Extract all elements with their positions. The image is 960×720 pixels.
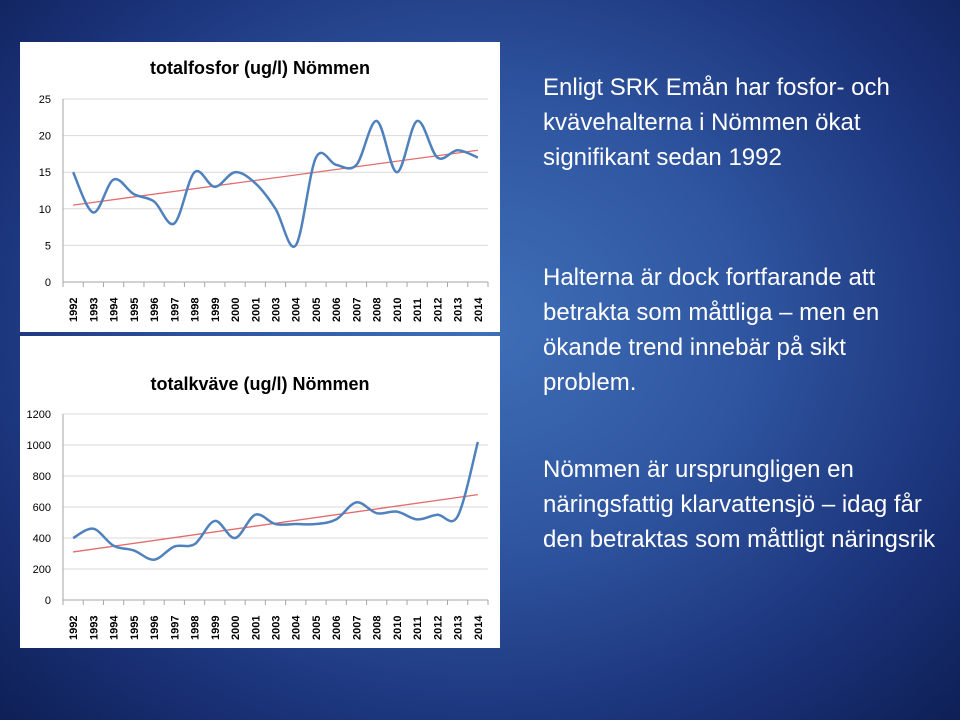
nitrogen-xtick-label: 2001 [250,616,262,640]
nitrogen-xtick-label: 1992 [68,616,80,640]
phosphorus-chart-title: totalfosfor (ug/l) Nömmen [150,58,370,78]
nitrogen-ytick-label: 400 [33,533,51,545]
nitrogen-xtick-label: 1998 [190,616,202,640]
phosphorus-xtick-label: 2011 [412,298,424,322]
phosphorus-xtick-label: 2004 [291,297,303,322]
slide-paragraph-trend: Enligt SRK Emån har fosfor- och kvävehal… [543,74,890,171]
nitrogen-ytick-label: 800 [33,471,51,483]
phosphorus-ytick-label: 15 [39,167,51,179]
phosphorus-chart-plot: 0 5 10 15 20 25 1992 1993 1994 1995 1996 1997 1998 19… [39,94,489,322]
nitrogen-xtick-label: 2008 [372,616,384,640]
nitrogen-xtick-label: 2007 [351,616,363,640]
nitrogen-chart: 0 200 400 600 800 1000 1200 1992 1993 1994 1995 199… [20,336,500,648]
phosphorus-xtick-label: 1999 [210,298,222,322]
nitrogen-chart-plot: 0 200 400 600 800 1000 1200 1992 1993 1994 1995 199… [27,409,489,640]
phosphorus-chart: 0 5 10 15 20 25 1992 1993 1994 1995 1996 1997 1998 19… [20,42,500,332]
phosphorus-xtick-label: 2000 [230,298,242,322]
nitrogen-xtick-label: 1994 [109,615,121,640]
phosphorus-xtick-label: 2001 [250,298,262,322]
nitrogen-ytick-label: 1000 [27,440,51,452]
phosphorus-ytick-label: 10 [39,204,51,216]
phosphorus-trendline [73,149,478,206]
nitrogen-xtick-label: 2000 [230,616,242,640]
nitrogen-xtick-label: 1995 [129,616,141,640]
nitrogen-xtick-label: 2012 [432,616,444,640]
phosphorus-xtick-label: 1994 [109,297,121,322]
nitrogen-xtick-label: 1997 [169,616,181,640]
nitrogen-xtick-label: 2003 [271,616,283,640]
slide-paragraph-lake-status: Nömmen är ursprungligen en näringsfattig… [543,456,936,553]
phosphorus-xtick-label: 2008 [372,298,384,322]
nitrogen-xtick-label: 2004 [291,615,303,640]
nitrogen-xtick-label: 2013 [453,616,465,640]
phosphorus-xtick-label: 2010 [392,298,404,322]
nitrogen-ytick-label: 0 [45,595,51,607]
phosphorus-xtick-label: 1998 [190,298,202,322]
nitrogen-chart-title: totalkväve (ug/l) Nömmen [150,374,370,394]
nitrogen-xtick-label: 2005 [311,616,323,640]
phosphorus-xtick-label: 1996 [149,298,161,322]
phosphorus-xtick-label: 1995 [129,298,141,322]
phosphorus-xtick-label: 2006 [331,298,343,322]
phosphorus-xtick-label: 2014 [473,297,485,322]
nitrogen-xtick-label: 2010 [392,616,404,640]
phosphorus-xtick-label: 2005 [311,298,323,322]
nitrogen-series-line [72,441,480,561]
nitrogen-ytick-label: 200 [33,564,51,576]
nitrogen-xtick-label: 2014 [473,615,485,640]
phosphorus-ytick-label: 20 [39,131,51,143]
nitrogen-xtick-label: 1993 [88,616,100,640]
phosphorus-xtick-label: 2003 [271,298,283,322]
phosphorus-ytick-label: 5 [45,240,51,252]
phosphorus-ytick-label: 0 [45,277,51,289]
nitrogen-xtick-label: 2006 [331,616,343,640]
phosphorus-ytick-label: 25 [39,94,51,106]
nitrogen-xtick-label: 1999 [210,616,222,640]
phosphorus-series-line [71,119,479,248]
phosphorus-xtick-label: 1992 [68,298,80,322]
nitrogen-ytick-label: 600 [33,502,51,514]
nitrogen-ytick-label: 1200 [27,409,51,421]
phosphorus-xtick-label: 2007 [351,298,363,322]
phosphorus-xtick-label: 1993 [88,298,100,322]
nitrogen-xtick-label: 2011 [412,616,424,640]
phosphorus-xtick-label: 2013 [453,298,465,322]
phosphorus-xtick-label: 2012 [432,298,444,322]
nitrogen-xtick-label: 1996 [149,616,161,640]
phosphorus-xtick-label: 1997 [169,298,181,322]
slide-paragraph-levels: Halterna är dock fortfarande att betrakt… [543,264,880,396]
